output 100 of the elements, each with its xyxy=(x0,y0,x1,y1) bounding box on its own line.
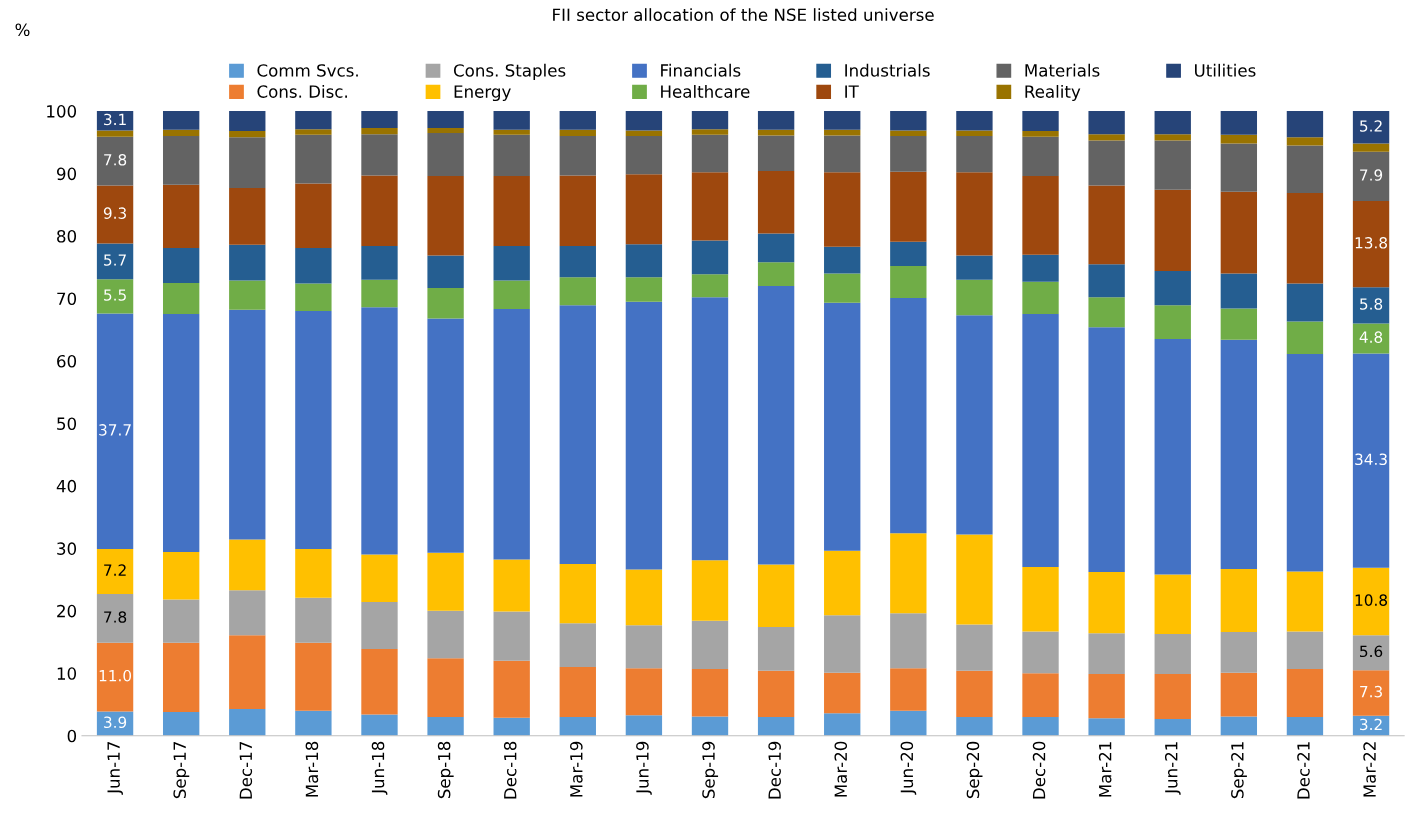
bar xyxy=(96,642,134,712)
bar xyxy=(361,602,398,649)
bar xyxy=(956,111,993,131)
bar xyxy=(229,244,266,281)
bar xyxy=(162,314,200,553)
bar xyxy=(361,648,398,715)
bar xyxy=(361,554,398,603)
bar xyxy=(1220,111,1258,135)
bar xyxy=(1154,718,1191,736)
y-tick-label: 90 xyxy=(56,167,77,181)
bar xyxy=(427,658,464,718)
bar xyxy=(691,297,729,561)
bar xyxy=(427,552,464,611)
data-label: 34.3 xyxy=(1355,453,1387,466)
data-label: 7.2 xyxy=(104,564,126,576)
bar xyxy=(1088,185,1125,265)
bar xyxy=(625,111,663,131)
bar xyxy=(559,563,596,624)
bar xyxy=(956,534,993,625)
bar xyxy=(559,129,596,137)
y-tick-label: 20 xyxy=(57,604,77,618)
y-tick-label: 100 xyxy=(47,105,77,118)
bar xyxy=(625,244,663,278)
legend-label: IT xyxy=(845,85,859,98)
bar xyxy=(427,127,464,133)
bar xyxy=(1154,305,1191,340)
bar xyxy=(1154,633,1191,674)
bar xyxy=(1088,297,1125,328)
bar xyxy=(1286,145,1324,193)
bar xyxy=(1154,111,1191,135)
bar xyxy=(229,111,266,132)
bar xyxy=(691,620,729,669)
legend-label: Energy xyxy=(454,85,511,102)
x-tick-label: Mar-21 xyxy=(1098,742,1112,797)
x-tick-label: Sep-21 xyxy=(1231,742,1247,799)
bar xyxy=(625,301,663,570)
x-tick-label: Dec-19 xyxy=(768,741,781,799)
legend-label: Reality xyxy=(1025,84,1081,102)
bar xyxy=(757,262,795,287)
bar xyxy=(1022,254,1059,282)
bar xyxy=(493,134,530,177)
bar xyxy=(890,613,927,669)
bar xyxy=(1154,271,1191,306)
bar xyxy=(1352,151,1390,202)
bar xyxy=(1286,111,1324,138)
bar xyxy=(1220,308,1258,340)
y-tick-label: 60 xyxy=(57,354,77,368)
bar xyxy=(361,111,398,128)
bar xyxy=(1022,136,1059,177)
bar xyxy=(1286,571,1324,632)
bar xyxy=(229,137,266,188)
x-tick-label: Dec-18 xyxy=(503,741,517,799)
bar xyxy=(757,670,795,718)
bar xyxy=(757,286,795,565)
bar xyxy=(1154,339,1191,575)
bar xyxy=(1088,673,1125,719)
x-tick-label: Jun-19 xyxy=(636,741,652,795)
bar xyxy=(1088,140,1125,186)
bar xyxy=(691,134,729,173)
bar xyxy=(956,255,993,280)
data-label: 4.8 xyxy=(1359,331,1383,343)
bar xyxy=(162,599,200,643)
bar xyxy=(757,627,795,671)
x-tick-label: Dec-20 xyxy=(1032,741,1046,799)
bar xyxy=(162,111,200,130)
bar xyxy=(691,274,729,298)
bar xyxy=(1154,673,1191,719)
bar xyxy=(824,273,861,303)
bar xyxy=(229,309,266,540)
bar xyxy=(493,717,530,736)
bar xyxy=(1022,176,1059,255)
bar xyxy=(96,185,134,244)
bar xyxy=(1352,635,1390,671)
bar xyxy=(1286,717,1324,736)
bar xyxy=(427,717,464,736)
bar xyxy=(295,597,332,643)
bar xyxy=(1220,632,1258,673)
bar xyxy=(824,111,861,130)
x-tick-label: Dec-21 xyxy=(1297,742,1310,799)
bar xyxy=(691,111,729,130)
legend-label: Healthcare xyxy=(661,84,750,98)
y-tick-label: 70 xyxy=(57,292,77,306)
bar xyxy=(361,307,398,555)
bar xyxy=(559,246,596,278)
data-label: 3.2 xyxy=(1360,718,1382,731)
bar xyxy=(1088,633,1125,674)
bar xyxy=(1220,273,1258,309)
bar xyxy=(757,111,795,130)
legend-label: Cons. Disc. xyxy=(257,84,347,98)
bar xyxy=(361,246,398,280)
data-label: 9.3 xyxy=(103,207,126,219)
bar xyxy=(229,590,266,636)
bar xyxy=(1088,572,1125,634)
bar xyxy=(162,552,200,600)
bar xyxy=(956,717,993,736)
bar xyxy=(229,131,266,138)
bar xyxy=(824,713,861,736)
bar xyxy=(1154,574,1191,634)
bar xyxy=(625,668,663,716)
bar xyxy=(1154,134,1191,141)
